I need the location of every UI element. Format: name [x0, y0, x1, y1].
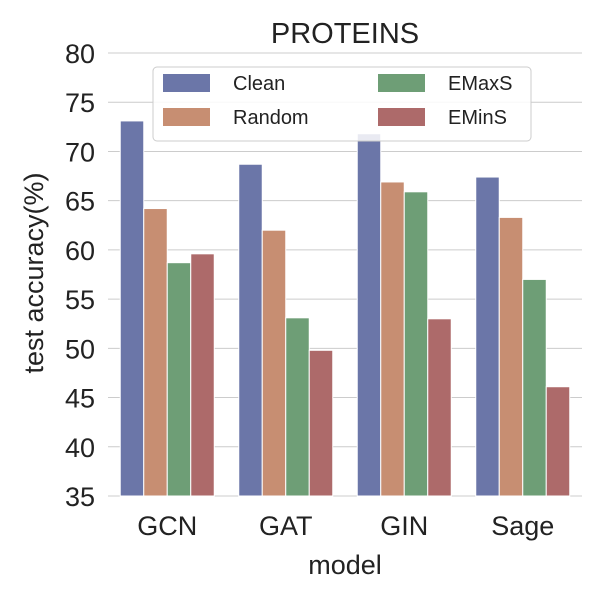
bar-emins-sage: [545, 386, 571, 497]
y-tick-label: 55: [65, 285, 95, 315]
bar-clean-gcn: [119, 120, 145, 497]
x-tick-label: Sage: [491, 511, 554, 541]
bar-random-sage: [498, 216, 524, 497]
x-axis-categories: GCN GAT GIN Sage: [137, 511, 554, 541]
y-tick-label: 60: [65, 236, 95, 266]
bar-emins-gcn: [190, 253, 215, 497]
bar-emaxs-sage: [522, 278, 547, 497]
y-tick-label: 65: [65, 187, 95, 217]
y-axis-title: test accuracy(%): [19, 172, 49, 373]
y-tick-label: 70: [65, 137, 95, 167]
bar-clean-sage: [475, 176, 500, 497]
legend-label-clean: Clean: [233, 73, 285, 95]
bar-random-gin: [380, 181, 405, 497]
bars: [119, 120, 571, 497]
x-tick-label: GIN: [380, 511, 428, 541]
bar-emins-gin: [427, 318, 452, 497]
legend-swatch-clean: [163, 74, 210, 92]
legend-swatch-emins: [378, 108, 425, 126]
y-tick-label: 35: [65, 482, 95, 512]
y-tick-label: 45: [65, 384, 95, 414]
y-tick-label: 80: [65, 39, 95, 69]
chart-title: PROTEINS: [271, 18, 419, 50]
bar-emaxs-gcn: [166, 262, 192, 497]
y-tick-label: 40: [65, 433, 95, 463]
bar-random-gat: [261, 229, 287, 497]
legend-label-emins: EMinS: [448, 107, 507, 129]
legend-swatch-random: [163, 108, 210, 126]
bar-clean-gin: [356, 133, 382, 497]
legend: Clean Random EMaxS EMinS: [152, 66, 532, 142]
bar-emins-gat: [308, 349, 334, 497]
y-tick-label: 50: [65, 334, 95, 364]
legend-label-random: Random: [233, 107, 309, 129]
x-axis-title: model: [308, 550, 382, 580]
bar-emaxs-gat: [285, 317, 310, 497]
y-tick-label: 75: [65, 88, 95, 118]
legend-swatch-emaxs: [378, 74, 425, 92]
legend-label-emaxs: EMaxS: [448, 73, 512, 95]
legend-box: [152, 66, 532, 142]
bar-clean-gat: [238, 163, 263, 497]
y-axis-ticks: 35 40 45 50 55 60 65 70 75 80: [65, 39, 95, 512]
bar-emaxs-gin: [403, 191, 429, 497]
bar-random-gcn: [143, 208, 168, 497]
x-tick-label: GCN: [137, 511, 197, 541]
x-tick-label: GAT: [259, 511, 313, 541]
